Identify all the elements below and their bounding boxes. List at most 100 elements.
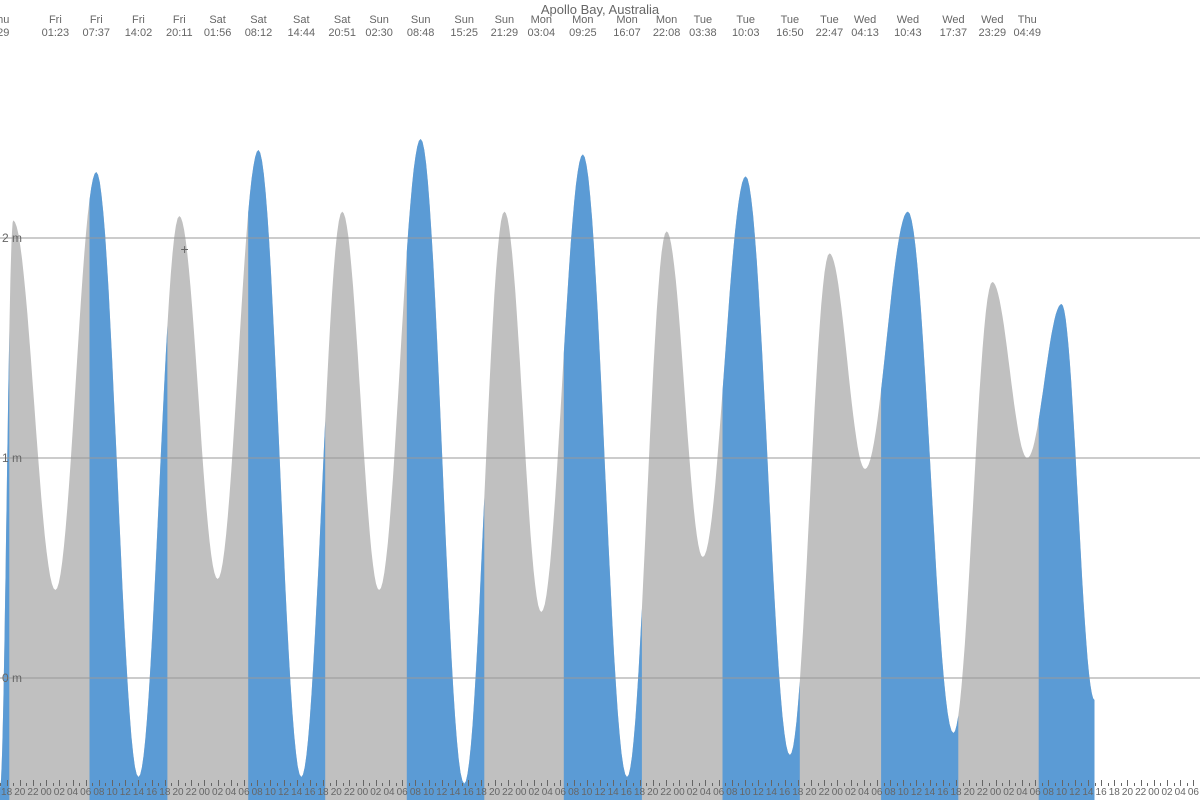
hour-tick-label: 04 (542, 787, 553, 798)
hour-tick-label: 16 (463, 787, 474, 798)
hour-tick-label: 18 (792, 787, 803, 798)
hour-tick-label: 08 (726, 787, 737, 798)
hour-tick-line (666, 780, 667, 786)
hour-tick-line (251, 783, 252, 786)
hour-tick-line (692, 780, 693, 786)
hour-tick-line (1075, 780, 1076, 786)
hour-tick-line (686, 783, 687, 786)
hour-tick-line (521, 780, 522, 786)
hour-tick-line (1035, 780, 1036, 786)
hour-tick-line (178, 780, 179, 786)
hour-tick-line (297, 780, 298, 786)
hour-tick-line (758, 780, 759, 786)
hour-tick-line (330, 783, 331, 786)
hour-tick-line (969, 780, 970, 786)
hour-tick-label: 16 (146, 787, 157, 798)
hour-tick-label: 14 (291, 787, 302, 798)
timestamp-label: Sun08:48 (407, 14, 435, 40)
hour-tick-label: 20 (805, 787, 816, 798)
hour-tick-label: 06 (871, 787, 882, 798)
hour-tick-line (778, 783, 779, 786)
cursor-cross-marker: + (181, 241, 189, 257)
hour-tick-line (923, 783, 924, 786)
hour-tick-line (930, 780, 931, 786)
hour-tick-label: 10 (898, 787, 909, 798)
hour-tick-label: 00 (1148, 787, 1159, 798)
hour-tick-line (541, 783, 542, 786)
hour-tick-line (1095, 783, 1096, 786)
hour-tick-label: 16 (621, 787, 632, 798)
hour-tick-line (349, 780, 350, 786)
hour-tick-line (231, 780, 232, 786)
hour-tick-label: 02 (1161, 787, 1172, 798)
hour-tick-line (1154, 780, 1155, 786)
hour-tick-line (508, 780, 509, 786)
hour-tick-line (996, 780, 997, 786)
timestamp-label: Tue22:47 (816, 14, 844, 40)
hour-tick-line (138, 780, 139, 786)
hour-tick-label: 06 (713, 787, 724, 798)
hour-tick-line (1193, 780, 1194, 786)
hour-tick-label: 06 (80, 787, 91, 798)
hour-tick-line (303, 783, 304, 786)
hour-tick-label: 04 (700, 787, 711, 798)
hour-tick-label: 12 (436, 787, 447, 798)
hour-tick-label: 02 (370, 787, 381, 798)
timestamp-label: Tue16:50 (776, 14, 804, 40)
hour-tick-line (851, 780, 852, 786)
hour-tick-line (982, 780, 983, 786)
hour-tick-line (1022, 780, 1023, 786)
hour-tick-label: 04 (225, 787, 236, 798)
hour-tick-line (112, 780, 113, 786)
hour-tick-label: 20 (172, 787, 183, 798)
hour-tick-line (415, 780, 416, 786)
timestamp-label: Wed23:29 (979, 14, 1007, 40)
hour-tick-label: 12 (911, 787, 922, 798)
y-axis-label: 2 m (2, 231, 22, 245)
hour-tick-line (455, 780, 456, 786)
hour-tick-label: 22 (1135, 787, 1146, 798)
hour-tick-label: 08 (568, 787, 579, 798)
hour-tick-label: 12 (594, 787, 605, 798)
hour-tick-line (547, 780, 548, 786)
hour-tick-line (481, 780, 482, 786)
hour-tick-label: 10 (1056, 787, 1067, 798)
hour-tick-label: 16 (937, 787, 948, 798)
hour-tick-label: 10 (739, 787, 750, 798)
hour-tick-line (857, 783, 858, 786)
hour-tick-line (646, 783, 647, 786)
hour-tick-label: 08 (885, 787, 896, 798)
hour-tick-line (1141, 780, 1142, 786)
hour-tick-label: 02 (845, 787, 856, 798)
hour-tick-line (976, 783, 977, 786)
hour-tick-label: 18 (1109, 787, 1120, 798)
hour-tick-line (679, 780, 680, 786)
hour-tick-label: 18 (318, 787, 329, 798)
hour-tick-line (53, 783, 54, 786)
hour-tick-label: 20 (647, 787, 658, 798)
hour-tick-line (633, 783, 634, 786)
hour-tick-label: 06 (1188, 787, 1199, 798)
hour-tick-line (86, 780, 87, 786)
hour-tick-line (99, 780, 100, 786)
timestamp-label: hu29 (0, 14, 9, 40)
hour-tick-line (336, 780, 337, 786)
hour-tick-label: 20 (489, 787, 500, 798)
hour-tick-label: 06 (238, 787, 249, 798)
hour-tick-line (1088, 780, 1089, 786)
hour-tick-line (514, 783, 515, 786)
hour-tick-label: 14 (924, 787, 935, 798)
hour-tick-label: 08 (252, 787, 263, 798)
timestamp-label: Sat08:12 (245, 14, 273, 40)
hour-tick-label: 18 (950, 787, 961, 798)
hour-tick-line (791, 783, 792, 786)
hour-tick-line (890, 780, 891, 786)
hour-tick-line (903, 780, 904, 786)
timestamp-label: Sun21:29 (491, 14, 519, 40)
hour-tick-line (1101, 780, 1102, 786)
timestamp-label: Fri20:11 (166, 14, 193, 40)
hour-tick-line (989, 783, 990, 786)
timestamp-label: Wed10:43 (894, 14, 922, 40)
hour-tick-line (382, 783, 383, 786)
hour-tick-line (211, 783, 212, 786)
